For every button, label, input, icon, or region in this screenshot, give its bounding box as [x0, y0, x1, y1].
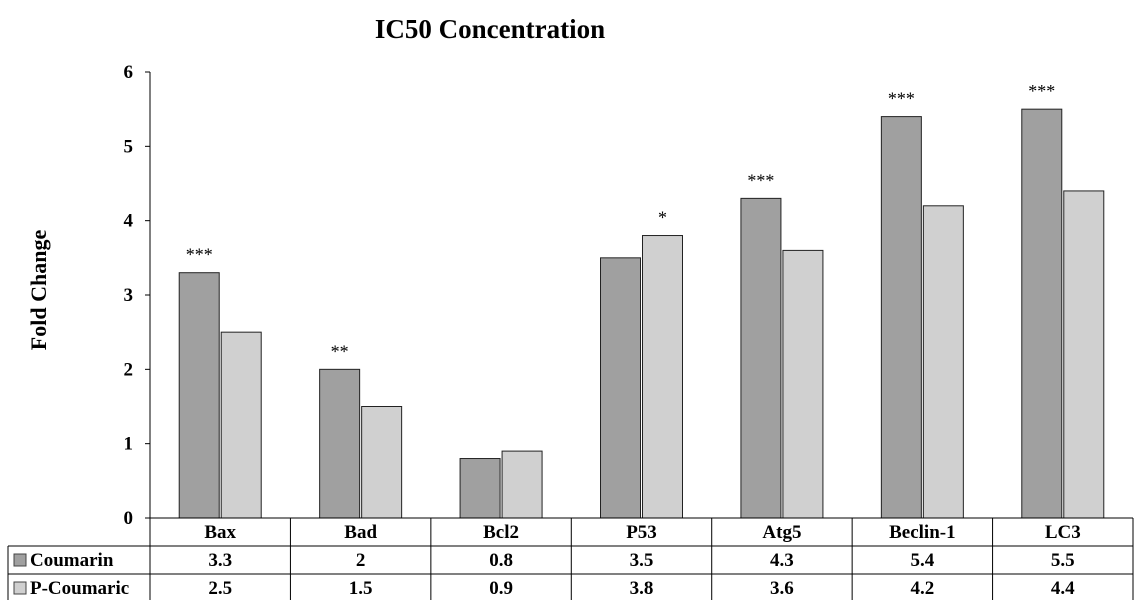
legend-label: Coumarin: [30, 550, 114, 571]
bar-coumarin-p53: [600, 257, 641, 519]
significance-marker: *: [658, 208, 667, 228]
legend-swatch-p-coumaric: [13, 581, 27, 595]
x-category-label: LC3: [1045, 522, 1081, 543]
x-category-label: Atg5: [762, 522, 801, 543]
y-tick-label: 5: [124, 136, 134, 157]
table-value: 3.6: [770, 578, 794, 599]
table-value: 4.4: [1051, 578, 1075, 599]
bar-p-coumaric-atg5: [782, 249, 824, 519]
bar-p-coumaric-bcl2: [501, 450, 543, 519]
table-value: 4.3: [770, 550, 794, 571]
legend-label: P-Coumaric: [30, 578, 129, 599]
significance-marker: ***: [747, 170, 774, 190]
table-value: 3.8: [630, 578, 654, 599]
bar-p-coumaric-bax: [220, 331, 262, 519]
significance-annotations: ************ ***: [186, 81, 1056, 361]
y-tick-label: 2: [124, 359, 134, 380]
table-value: 0.9: [489, 578, 513, 599]
table-value: 4.2: [910, 578, 934, 599]
significance-marker: **: [331, 341, 349, 361]
x-category-label: Beclin-1: [889, 522, 956, 543]
chart-title: IC50 Concentration: [375, 14, 605, 44]
plot-area: [149, 72, 1105, 519]
significance-marker: ***: [186, 245, 213, 265]
y-tick-label: 3: [124, 285, 134, 306]
bar-p-coumaric-lc3: [1063, 190, 1105, 519]
y-tick-label: 0: [124, 508, 134, 529]
bar-p-coumaric-beclin-1: [922, 205, 964, 519]
bar-coumarin-bcl2: [459, 458, 501, 519]
bar-coumarin-beclin-1: [880, 116, 922, 519]
y-tick-label: 6: [124, 62, 134, 83]
table-value: 0.8: [489, 550, 513, 571]
table-value: 3.3: [208, 550, 232, 571]
significance-marker: ***: [1028, 81, 1055, 101]
table-value: 3.5: [630, 550, 654, 571]
y-axis-label: Fold Change: [26, 230, 51, 351]
x-category-label: Bcl2: [483, 522, 519, 543]
bar-coumarin-atg5: [740, 197, 782, 519]
bar-coumarin-bax: [178, 272, 220, 519]
table-value: 2.5: [208, 578, 232, 599]
table-value: 2: [356, 550, 366, 571]
bar-coumarin-lc3: [1021, 108, 1063, 519]
y-tick-label: 4: [124, 211, 134, 232]
table-value: 5.4: [910, 550, 934, 571]
x-category-label: Bad: [344, 522, 377, 543]
legend-swatch-coumarin: [13, 553, 27, 567]
table-value: 5.5: [1051, 550, 1075, 571]
table-value: 1.5: [349, 578, 373, 599]
bar-p-coumaric-bad: [361, 406, 403, 519]
bar-p-coumaric-p53: [642, 235, 683, 519]
bar-coumarin-bad: [319, 368, 361, 519]
data-table: Bax Bad Bcl2 P53 Atg5 Beclin-1 LC3 Coumarin 3.3 2…: [7, 517, 1134, 600]
x-category-label: P53: [626, 522, 657, 543]
x-category-label: Bax: [204, 522, 236, 543]
y-axis-ticks: 0 1 2 3 4 5 6: [124, 62, 150, 529]
y-tick-label: 1: [124, 434, 134, 455]
significance-marker: ***: [888, 89, 915, 109]
